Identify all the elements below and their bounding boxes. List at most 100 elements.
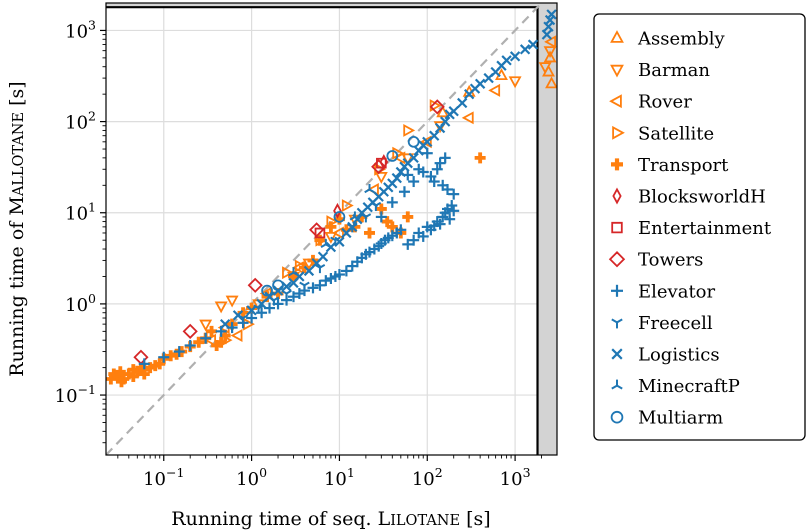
legend-label-elevator: Elevator xyxy=(638,281,716,302)
legend-marker-barman xyxy=(610,64,624,78)
legend-label-freecell: Freecell xyxy=(638,313,713,334)
point-elevator xyxy=(442,183,454,195)
point-transport xyxy=(272,288,284,300)
point-elevator xyxy=(158,351,170,363)
point-transport xyxy=(356,211,368,223)
point-multiarm xyxy=(407,135,420,148)
point-rover xyxy=(461,111,474,125)
y-axis-title: Running time of MALLOTANE [s] xyxy=(6,81,28,376)
point-logistics xyxy=(303,265,315,277)
point-rover xyxy=(488,83,501,97)
legend-label-assembly: Assembly xyxy=(637,29,725,50)
point-transport xyxy=(135,362,147,374)
legend: Assembly Barman Rover Satellite Transport Blo… xyxy=(593,13,806,441)
legend-marker-assembly xyxy=(610,30,624,43)
legend-marker-transport xyxy=(611,158,623,171)
point-elevator xyxy=(398,186,410,198)
point-transport xyxy=(314,234,326,246)
point-transport xyxy=(123,368,135,380)
point-elevator xyxy=(138,358,150,370)
point-logistics xyxy=(527,39,539,50)
point-elevator xyxy=(307,282,319,294)
point-minecraftp xyxy=(320,238,332,248)
point-elevator xyxy=(200,332,212,344)
point-multiarm xyxy=(272,279,284,292)
point-logistics xyxy=(391,172,402,184)
y-tick-label: 10−1 xyxy=(55,382,96,407)
legend-item-towers: Towers xyxy=(608,250,703,271)
point-logistics xyxy=(546,9,557,20)
point-logistics xyxy=(256,298,267,310)
legend-marker-towers xyxy=(608,251,626,268)
point-elevator xyxy=(446,200,458,212)
y-axis-title-prefix: Running time of xyxy=(6,216,28,377)
point-elevator xyxy=(431,163,443,175)
legend-marker-satellite xyxy=(612,125,625,140)
point-transport xyxy=(333,213,345,225)
legend-label-multiarm: Multiarm xyxy=(638,408,723,429)
point-barman xyxy=(508,76,522,89)
point-barman xyxy=(225,295,239,308)
point-transport xyxy=(364,227,376,239)
timeout-band-horizontal xyxy=(106,3,557,8)
point-transport xyxy=(287,270,299,282)
point-logistics xyxy=(317,251,329,262)
point-logistics xyxy=(325,241,337,253)
point-transport xyxy=(114,366,126,378)
point-elevator xyxy=(408,176,420,188)
point-transport xyxy=(325,221,337,233)
point-towers xyxy=(371,159,387,175)
legend-label-blocksworldh: BlocksworldH xyxy=(638,187,766,208)
point-logistics xyxy=(519,44,531,55)
point-transport xyxy=(193,336,205,348)
point-transport xyxy=(127,370,139,382)
legend-marker-logistics xyxy=(611,348,623,360)
legend-label-satellite: Satellite xyxy=(638,123,714,144)
point-elevator xyxy=(448,205,460,217)
point-elevator xyxy=(402,238,414,250)
y-axis-title-smallcaps: ALLOTANE xyxy=(11,112,27,197)
point-transport xyxy=(375,203,387,215)
axis-ticks: 10−1 100 101 102 103 10−1 100 101 102 103 xyxy=(55,17,542,490)
point-transport xyxy=(246,302,258,314)
legend-marker-minecraftp xyxy=(611,379,623,390)
y-tick-label: 103 xyxy=(65,17,96,42)
point-towers xyxy=(429,99,445,115)
point-elevator xyxy=(434,157,446,169)
x-tick-label: 103 xyxy=(500,465,531,490)
x-axis-title-suffix: [s] xyxy=(460,508,491,530)
x-axis-title: Running time of seq. LILOTANE [s] xyxy=(171,508,490,530)
y-tick-label: 101 xyxy=(65,200,96,225)
point-satellite xyxy=(282,266,294,280)
point-transport xyxy=(349,221,361,233)
legend-label-minecraftp: MinecraftP xyxy=(638,376,740,397)
timeout-region xyxy=(106,3,557,455)
point-elevator xyxy=(320,275,332,287)
legend-item-multiarm: Multiarm xyxy=(610,408,723,429)
legend-item-transport: Transport xyxy=(611,155,729,176)
point-elevator xyxy=(184,339,196,351)
legend-item-rover: Rover xyxy=(609,92,692,113)
point-rover xyxy=(230,329,243,342)
point-transport xyxy=(138,368,150,380)
point-elevator xyxy=(448,188,460,200)
point-barman xyxy=(324,231,338,244)
legend-item-entertainment: Entertainment xyxy=(611,218,772,239)
point-transport xyxy=(211,339,223,351)
x-tick-label: 102 xyxy=(412,465,443,490)
legend-label-rover: Rover xyxy=(638,92,692,113)
point-logistics xyxy=(501,55,512,66)
point-transport xyxy=(112,370,124,382)
x-tick-label: 10−1 xyxy=(143,465,184,490)
legend-frame xyxy=(593,13,806,441)
point-transport xyxy=(219,330,231,342)
legend-item-assembly: Assembly xyxy=(610,29,725,50)
legend-marker-rover xyxy=(609,94,622,109)
legend-item-minecraftp: MinecraftP xyxy=(611,376,740,397)
point-multiarm xyxy=(333,211,346,223)
point-blocksworldh xyxy=(333,202,342,219)
point-logistics xyxy=(474,78,486,89)
data-points xyxy=(106,9,557,388)
point-transport xyxy=(106,373,117,385)
point-transport xyxy=(171,348,183,360)
